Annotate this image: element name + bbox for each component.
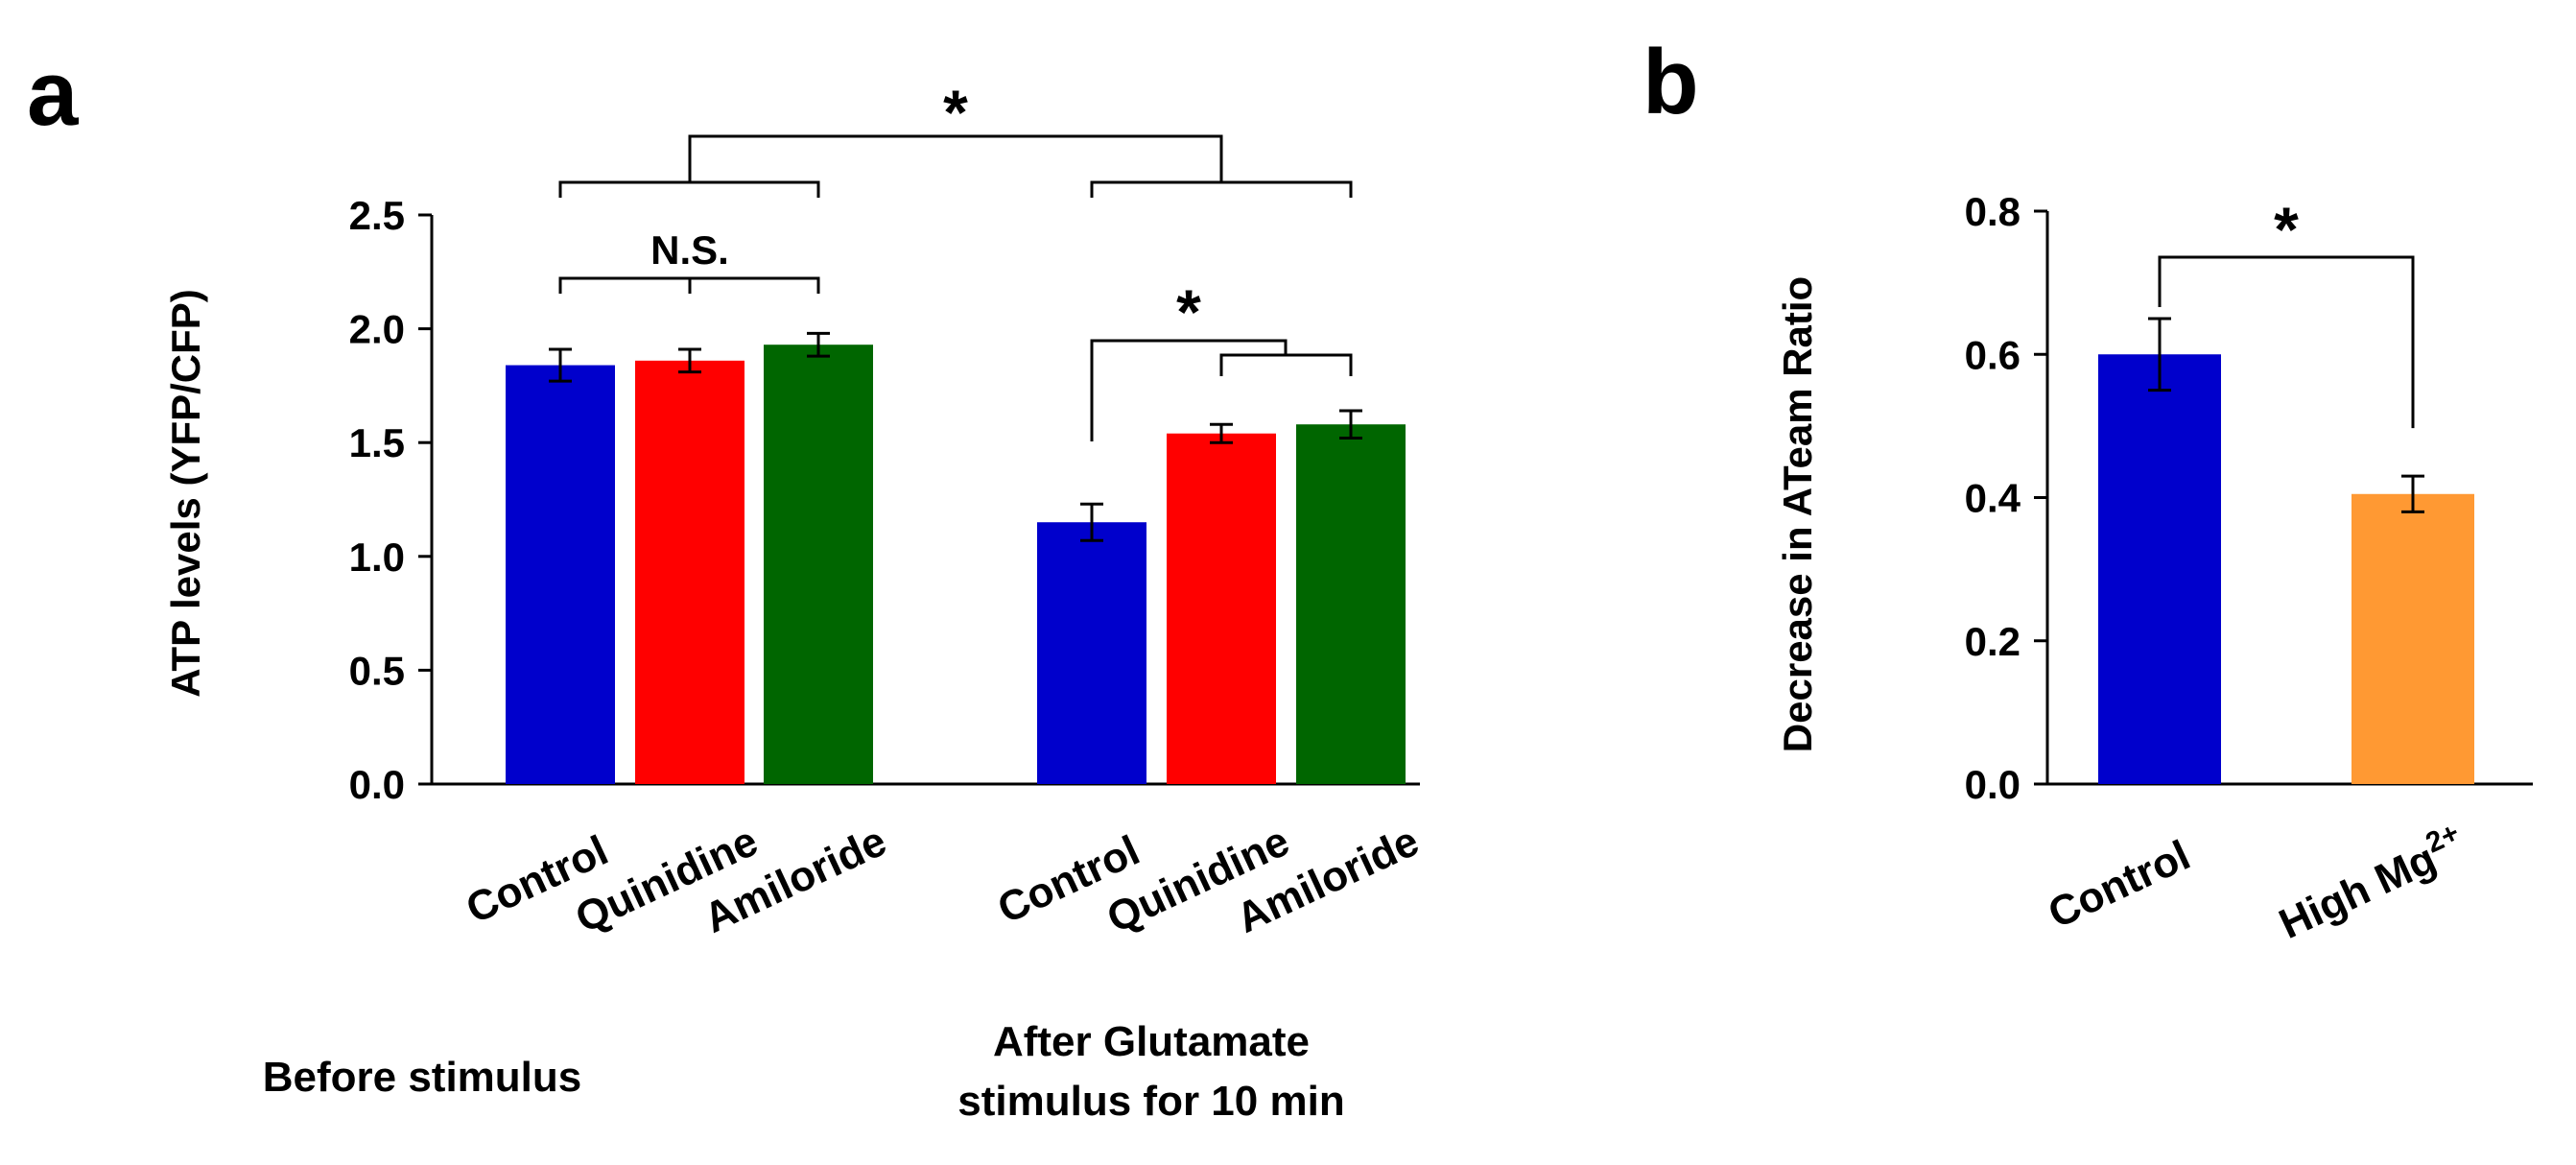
panel-a-ytick-label: 1.0 [349, 535, 405, 580]
panel-letter-b: b [1642, 31, 1699, 133]
panel-b-ytick-label: 0.0 [1965, 762, 2021, 807]
panel-a-bar [1296, 424, 1406, 784]
panel-b-bar [2098, 354, 2221, 784]
panel-a-error-bar [1339, 409, 1362, 440]
panel-a-error-bar [1080, 502, 1103, 542]
panel-a-ytick-label: 1.5 [349, 420, 405, 465]
panel-a-group-bracket-before [558, 180, 820, 198]
panel-b-xtick-label: Control [2042, 832, 2197, 939]
panel-a-bar [506, 365, 615, 784]
panel-a-error-bar [1210, 422, 1233, 444]
panel-a-ylabel: ATP levels (YFP/CFP) [163, 289, 208, 698]
group-label-after-line2: stimulus for 10 min [957, 1078, 1344, 1125]
panel-a-sub-bracket [1219, 353, 1353, 376]
panel-a-ns-label: N.S. [650, 227, 729, 273]
panel-b-xtick-label: High Mg2+ [2270, 817, 2472, 948]
panel-b-xtick-main: Control [2042, 832, 2197, 939]
panel-b-sig-bracket [2158, 255, 2415, 429]
panel-b-sig-star: * [2274, 194, 2299, 265]
panel-b-error-bar [2148, 317, 2171, 392]
panel-a-bar [1037, 522, 1146, 784]
panel-a-main-star: * [943, 77, 968, 148]
panel-b-ytick-label: 0.8 [1965, 189, 2021, 234]
panel-b-chart: Decrease in ATeam Ratio 0.0 0.2 0.4 0.6 0.8 C… [1775, 189, 2533, 948]
panel-a-error-bar [807, 331, 830, 358]
panel-a-bar [764, 345, 873, 784]
panel-b-ytick-label: 0.4 [1965, 476, 2021, 521]
panel-a-error-bar [549, 347, 572, 383]
panel-letter-a: a [27, 42, 79, 145]
panel-a-bar [1167, 433, 1276, 784]
panel-a-group-bracket-after [1090, 180, 1353, 198]
group-label-before: Before stimulus [263, 1054, 582, 1101]
panel-a-ytick-label: 2.5 [349, 193, 405, 238]
panel-a-main-bracket [688, 134, 1223, 182]
panel-a-error-bar [678, 347, 701, 374]
group-label-after-line1: After Glutamate [993, 1018, 1310, 1065]
panel-a-ytick-label: 0.0 [349, 762, 405, 807]
panel-a-sig-bracket [1090, 339, 1288, 441]
panel-a-bar [635, 360, 744, 784]
panel-a-chart: ATP levels (YFP/CFP) Before stimulus Aft… [163, 77, 1426, 1125]
panel-b-error-bar [2401, 474, 2424, 513]
panel-b-bar [2351, 493, 2474, 784]
panel-a-ytick-label: 2.0 [349, 307, 405, 352]
panel-b-ytick-label: 0.2 [1965, 619, 2021, 664]
panel-b-xtick-main: High Mg [2272, 835, 2443, 948]
panel-b-ytick-label: 0.6 [1965, 332, 2021, 377]
panel-a-ytick-label: 0.5 [349, 648, 405, 693]
panel-a-sig-star: * [1176, 276, 1201, 347]
panel-b-ylabel: Decrease in ATeam Ratio [1775, 276, 1820, 752]
